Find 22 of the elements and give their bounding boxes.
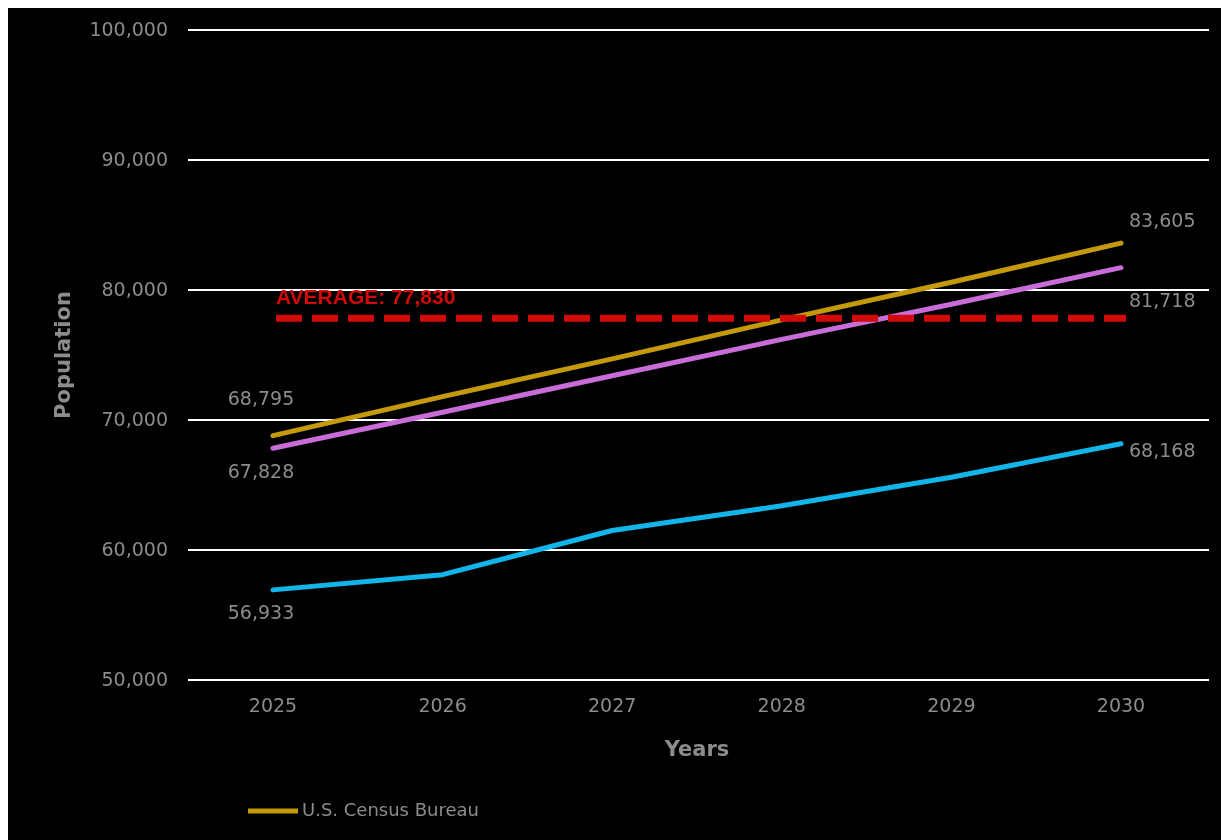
y-tick-label: 60,000 xyxy=(101,537,168,560)
ref-line-label: AVERAGE: 77,830 xyxy=(276,285,456,309)
legend-label: U.S. Census Bureau xyxy=(302,799,479,820)
data-label: 83,605 xyxy=(1129,208,1196,231)
x-tick-label: 2029 xyxy=(927,694,976,716)
x-tick-label: 2030 xyxy=(1096,694,1146,716)
x-axis-title: Years xyxy=(663,737,730,761)
data-label: 68,168 xyxy=(1129,439,1196,462)
y-tick-label: 70,000 xyxy=(101,407,168,430)
y-tick-label: 90,000 xyxy=(101,147,168,170)
x-tick-label: 2026 xyxy=(418,694,467,716)
y-tick-label: 80,000 xyxy=(101,277,168,300)
data-label: 56,933 xyxy=(227,601,295,624)
x-tick-label: 2028 xyxy=(757,694,806,716)
y-tick-label: 50,000 xyxy=(101,667,168,690)
x-tick-label: 2025 xyxy=(248,694,298,716)
y-tick-label: 100,000 xyxy=(89,17,168,40)
data-label: 67,828 xyxy=(227,459,295,482)
data-label: 81,718 xyxy=(1129,289,1196,312)
data-label: 68,795 xyxy=(227,387,295,410)
y-axis-title: Population xyxy=(51,291,75,419)
x-tick-label: 2027 xyxy=(588,694,637,716)
